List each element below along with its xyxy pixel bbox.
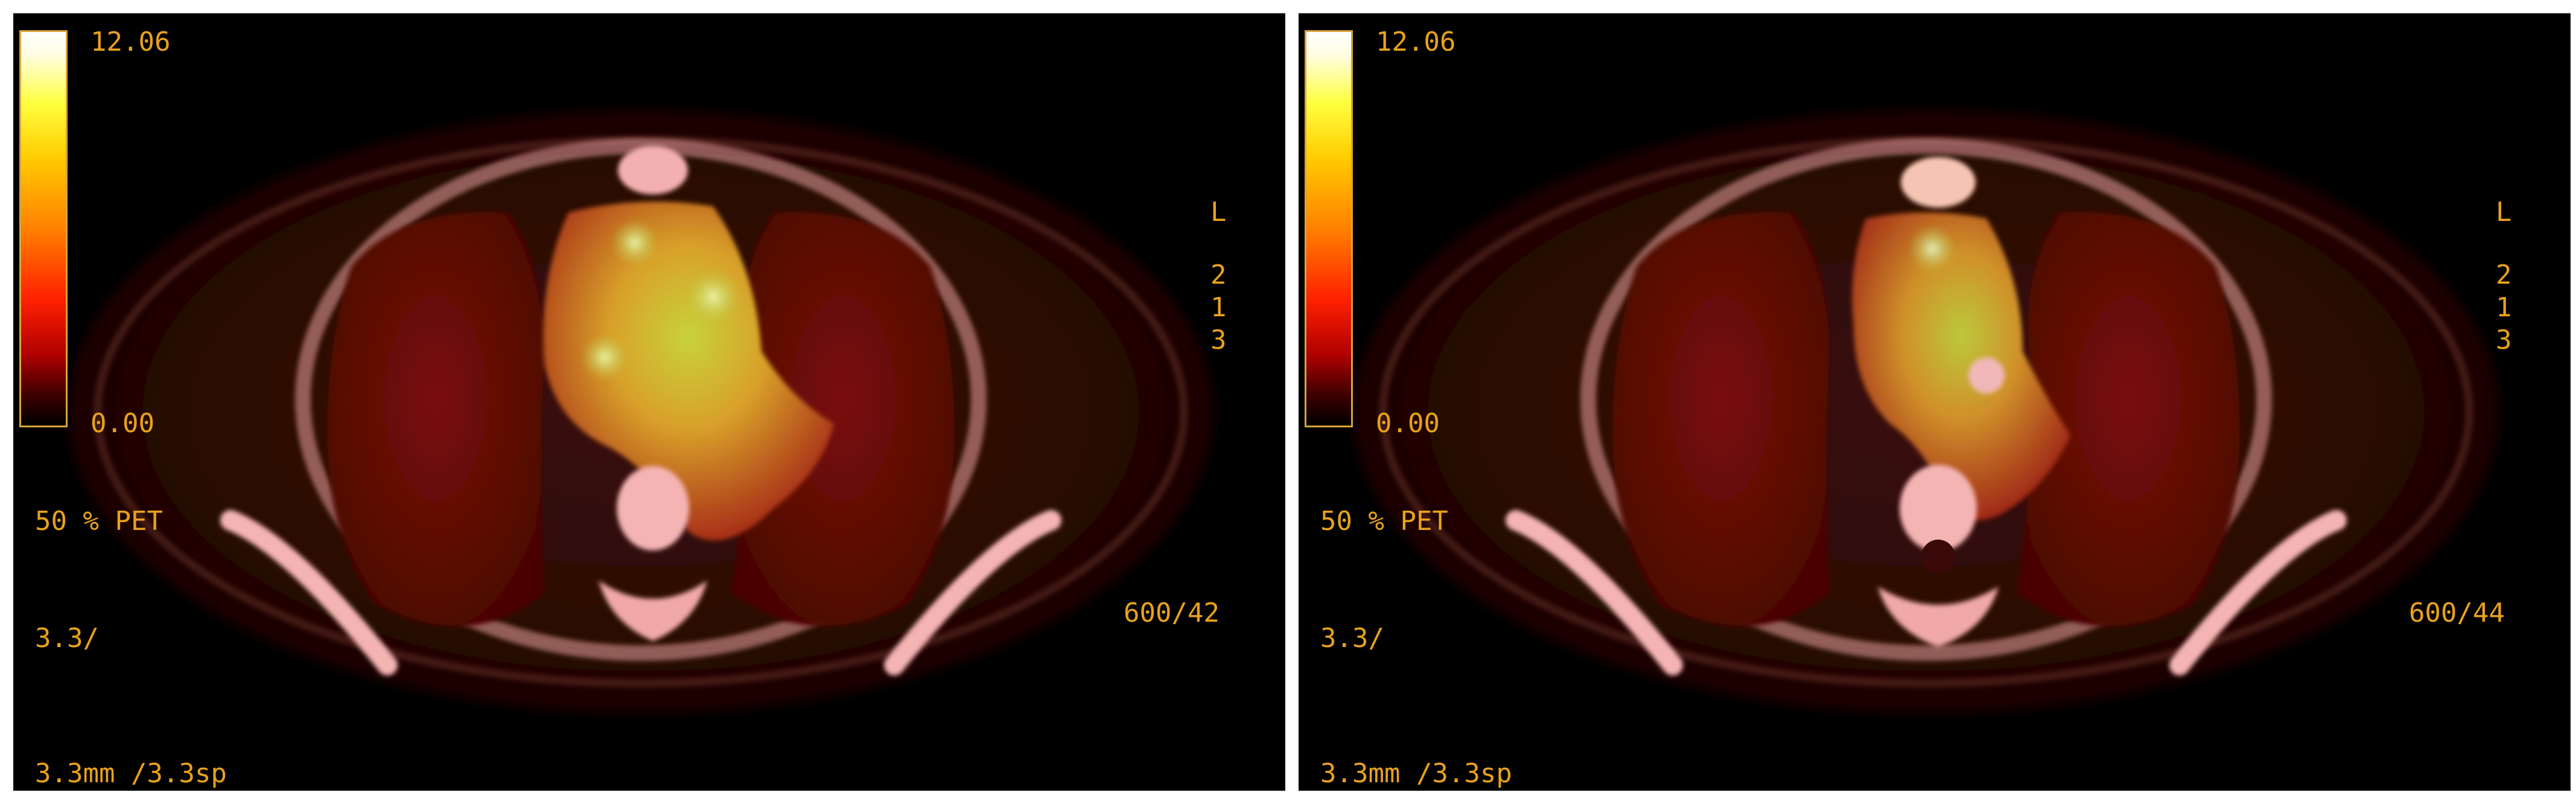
axial-chest-scan-image (68, 110, 1214, 713)
series-label-c: 3 (2496, 325, 2512, 356)
orientation-label: L (2496, 197, 2512, 228)
left-lung (2017, 212, 2240, 627)
vertebra (617, 466, 689, 550)
window-level-label: 600/42 (1124, 598, 1220, 628)
colorbar-max-label: 12.06 (1376, 27, 1456, 57)
slice-spacing-label: 3.3mm /3.3sp (35, 758, 227, 789)
colorbar-min-label: 0.00 (91, 408, 154, 439)
suv-colorbar (19, 30, 68, 427)
window-level-label: 600/44 (2409, 598, 2505, 628)
suv-colorbar (1305, 30, 1353, 427)
right-lung (327, 212, 544, 627)
orientation-label: L (1210, 197, 1227, 228)
series-label-a: 2 (2496, 260, 2512, 290)
slice-spacing-label: 3.3mm /3.3sp (1320, 758, 1512, 789)
series-label-a: 2 (1210, 260, 1227, 290)
series-label-b: 1 (2496, 292, 2512, 323)
series-label-b: 1 (1210, 292, 1227, 323)
mediastinal-uptake (543, 202, 834, 541)
axial-chest-scan-image (1353, 110, 2499, 713)
sternum (1901, 157, 1976, 208)
pet-blend-label: 50 % PET (1320, 506, 1448, 537)
mediastinal-uptake (1852, 212, 2071, 520)
sternum (618, 146, 688, 194)
left-lung (731, 212, 955, 627)
pet-blend-label: 50 % PET (35, 506, 163, 537)
slice-thickness-label: 3.3/ (35, 623, 99, 654)
colorbar-max-label: 12.06 (91, 27, 171, 57)
series-label-c: 3 (1210, 325, 1227, 356)
colorbar-min-label: 0.00 (1376, 408, 1440, 439)
right-lung (1612, 212, 1830, 627)
vertebra (1900, 465, 1977, 552)
pet-ct-viewport-left[interactable]: 12.06 0.00 50 % PET 3.3/ 3.3mm /3.3sp 60… (13, 13, 1285, 791)
pet-ct-viewport-right[interactable]: 12.06 0.00 50 % PET 3.3/ 3.3mm /3.3sp 60… (1299, 13, 2571, 791)
slice-thickness-label: 3.3/ (1320, 623, 1384, 654)
